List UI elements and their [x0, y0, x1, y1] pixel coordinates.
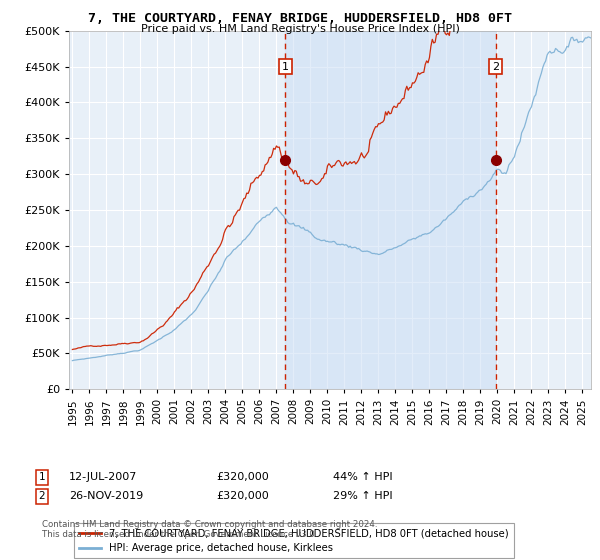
- Text: Price paid vs. HM Land Registry's House Price Index (HPI): Price paid vs. HM Land Registry's House …: [140, 24, 460, 34]
- Text: 29% ↑ HPI: 29% ↑ HPI: [333, 491, 392, 501]
- Text: 7, THE COURTYARD, FENAY BRIDGE, HUDDERSFIELD, HD8 0FT: 7, THE COURTYARD, FENAY BRIDGE, HUDDERSF…: [88, 12, 512, 25]
- Text: 26-NOV-2019: 26-NOV-2019: [69, 491, 143, 501]
- Text: 1: 1: [38, 472, 46, 482]
- Text: £320,000: £320,000: [216, 491, 269, 501]
- Text: 44% ↑ HPI: 44% ↑ HPI: [333, 472, 392, 482]
- Text: 12-JUL-2007: 12-JUL-2007: [69, 472, 137, 482]
- Text: 2: 2: [492, 62, 499, 72]
- Text: Contains HM Land Registry data © Crown copyright and database right 2024.
This d: Contains HM Land Registry data © Crown c…: [42, 520, 377, 539]
- Bar: [286, 31, 496, 389]
- Text: 1: 1: [282, 62, 289, 72]
- Legend: 7, THE COURTYARD, FENAY BRIDGE, HUDDERSFIELD, HD8 0FT (detached house), HPI: Ave: 7, THE COURTYARD, FENAY BRIDGE, HUDDERSF…: [74, 523, 514, 558]
- Text: 2: 2: [38, 491, 46, 501]
- Text: £320,000: £320,000: [216, 472, 269, 482]
